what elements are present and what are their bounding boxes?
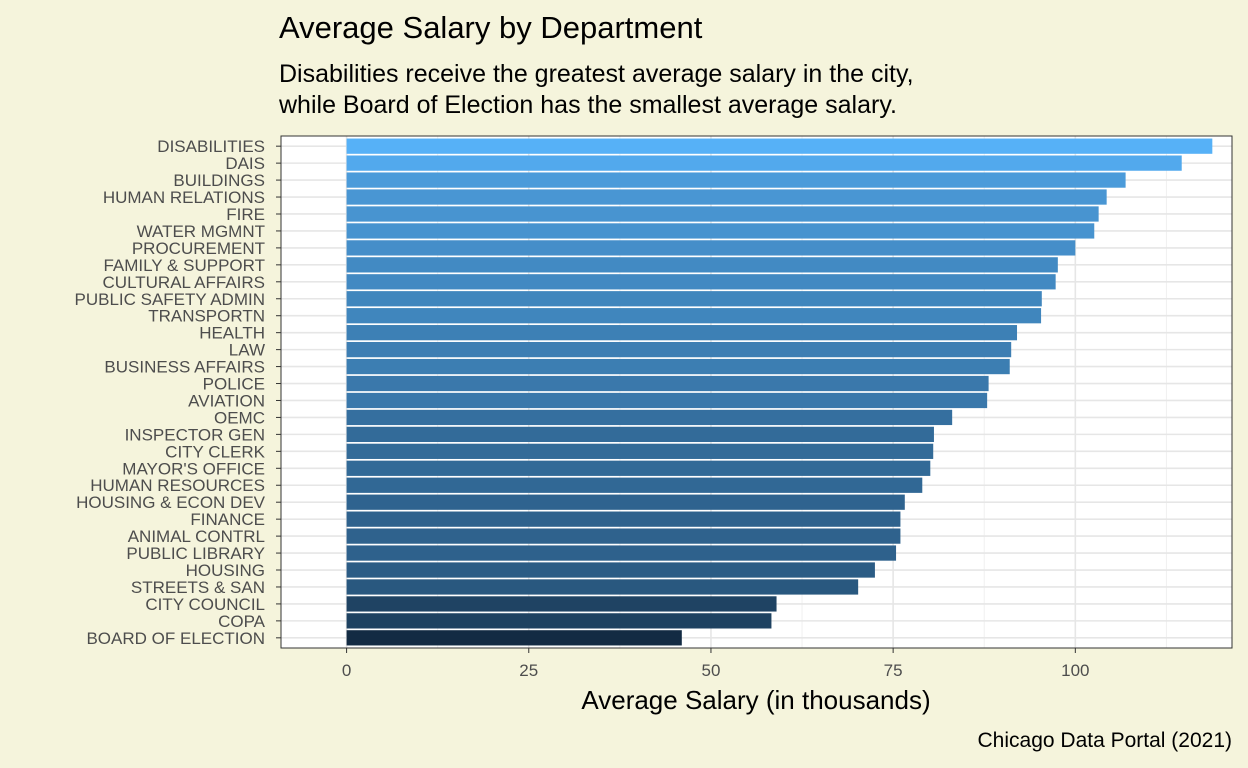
bar: [346, 426, 934, 443]
y-tick-label: BOARD OF ELECTION: [86, 629, 265, 648]
bar: [346, 494, 905, 510]
bar: [346, 274, 1056, 290]
y-tick-label: HEALTH: [199, 324, 265, 343]
bars: [346, 138, 1213, 646]
bar: [346, 138, 1213, 154]
chart-subtitle-line-1: Disabilities receive the greatest averag…: [279, 60, 914, 88]
y-tick-label: POLICE: [203, 375, 265, 394]
bar: [346, 630, 682, 646]
bar: [346, 613, 772, 629]
y-tick-label: PUBLIC SAFETY ADMIN: [74, 290, 265, 309]
bar: [346, 341, 1012, 358]
bar: [346, 392, 988, 409]
bar: [346, 511, 901, 527]
y-tick-label: PUBLIC LIBRARY: [126, 544, 265, 563]
bar: [346, 596, 777, 612]
chart-caption: Chicago Data Portal (2021): [977, 729, 1232, 752]
y-tick-label: CITY COUNCIL: [145, 595, 265, 614]
y-tick-label: DISABILITIES: [157, 137, 265, 156]
x-tick-label: 25: [519, 661, 538, 680]
y-tick-label: HOUSING: [186, 561, 265, 580]
y-tick-label: BUILDINGS: [173, 171, 265, 190]
chart-title: Average Salary by Department: [279, 10, 703, 45]
y-tick-label: PROCUREMENT: [132, 239, 265, 258]
bar: [346, 308, 1042, 324]
y-tick-label: OEMC: [214, 408, 265, 427]
y-tick-label: CITY CLERK: [165, 442, 265, 461]
y-tick-label: CULTURAL AFFAIRS: [103, 273, 265, 292]
y-tick-label: WATER MGMNT: [137, 222, 265, 241]
y-tick-label: HOUSING & ECON DEV: [76, 493, 266, 512]
bar: [346, 172, 1126, 188]
bar: [346, 155, 1182, 171]
chart-subtitle-line-2: while Board of Election has the smallest…: [279, 91, 897, 119]
bar: [346, 460, 931, 476]
y-tick-label: LAW: [229, 341, 265, 360]
y-tick-label: HUMAN RELATIONS: [103, 188, 265, 207]
bar: [346, 206, 1099, 222]
x-axis: 0 25 50 75 100: [342, 648, 1090, 680]
bar: [346, 358, 1010, 375]
x-tick-label: 50: [701, 661, 720, 680]
bar: [346, 375, 989, 392]
bar: [346, 189, 1107, 205]
y-tick-label: FAMILY & SUPPORT: [103, 256, 265, 275]
bar: [346, 443, 934, 459]
plot-panel-border: [280, 135, 1233, 649]
y-tick-label: TRANSPORTN: [148, 307, 265, 326]
bar: [346, 579, 859, 595]
bar: [346, 528, 901, 544]
x-axis-title: Average Salary (in thousands): [581, 685, 930, 715]
y-tick-label: AVIATION: [188, 391, 265, 410]
y-tick-label: DAIS: [225, 154, 265, 173]
y-tick-label: HUMAN RESOURCES: [90, 476, 265, 495]
bar: [346, 409, 953, 426]
bar: [346, 223, 1095, 239]
y-tick-label: FIRE: [226, 205, 265, 224]
bar: [346, 545, 897, 561]
y-tick-label: FINANCE: [190, 510, 265, 529]
x-tick-label: 75: [884, 661, 903, 680]
y-tick-label: COPA: [218, 612, 266, 631]
y-tick-label: STREETS & SAN: [131, 578, 265, 597]
bar: [346, 257, 1058, 273]
x-tick-label: 100: [1061, 661, 1089, 680]
bar: [346, 240, 1076, 256]
bar: [346, 291, 1042, 307]
bar: [346, 562, 875, 578]
bar: [346, 477, 923, 493]
bar: [346, 325, 1018, 341]
y-tick-label: BUSINESS AFFAIRS: [104, 358, 265, 377]
y-tick-label: MAYOR'S OFFICE: [122, 459, 265, 478]
y-tick-label: ANIMAL CONTRL: [128, 527, 265, 546]
x-tick-label: 0: [342, 661, 351, 680]
y-tick-label: INSPECTOR GEN: [125, 425, 265, 444]
